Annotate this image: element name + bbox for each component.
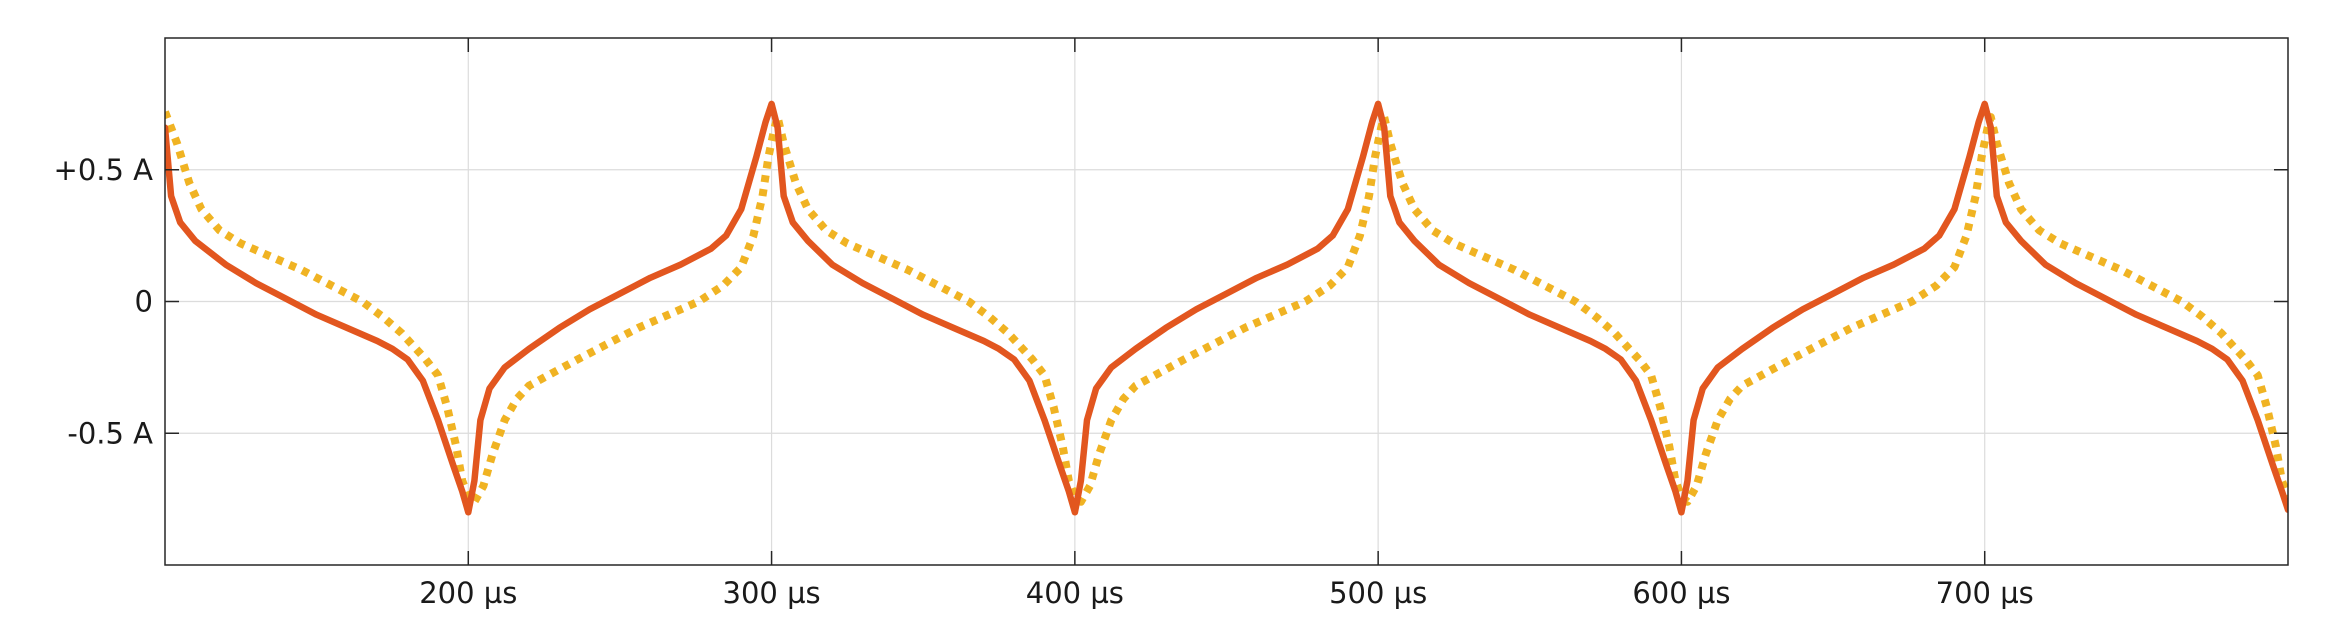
series-group <box>165 100 2288 516</box>
x-tick-label: 700 µs <box>1936 576 2034 610</box>
grid-lines <box>165 38 2288 565</box>
axis-ticks <box>165 38 2288 565</box>
y-tick-label: 0 <box>135 285 153 319</box>
solid-series-line <box>165 100 2288 516</box>
y-tick-label: -0.5 A <box>67 416 153 450</box>
x-tick-label: 400 µs <box>1026 576 1124 610</box>
x-tick-label: 300 µs <box>723 576 821 610</box>
y-tick-label: +0.5 A <box>54 153 154 187</box>
x-tick-label: 200 µs <box>419 576 517 610</box>
tick-labels: 200 µs 300 µs 400 µs 500 µs 600 µs 700 µs +0.5… <box>54 153 2034 610</box>
x-tick-label: 500 µs <box>1329 576 1427 610</box>
dotted-series-line <box>165 110 2288 506</box>
x-tick-label: 600 µs <box>1632 576 1730 610</box>
